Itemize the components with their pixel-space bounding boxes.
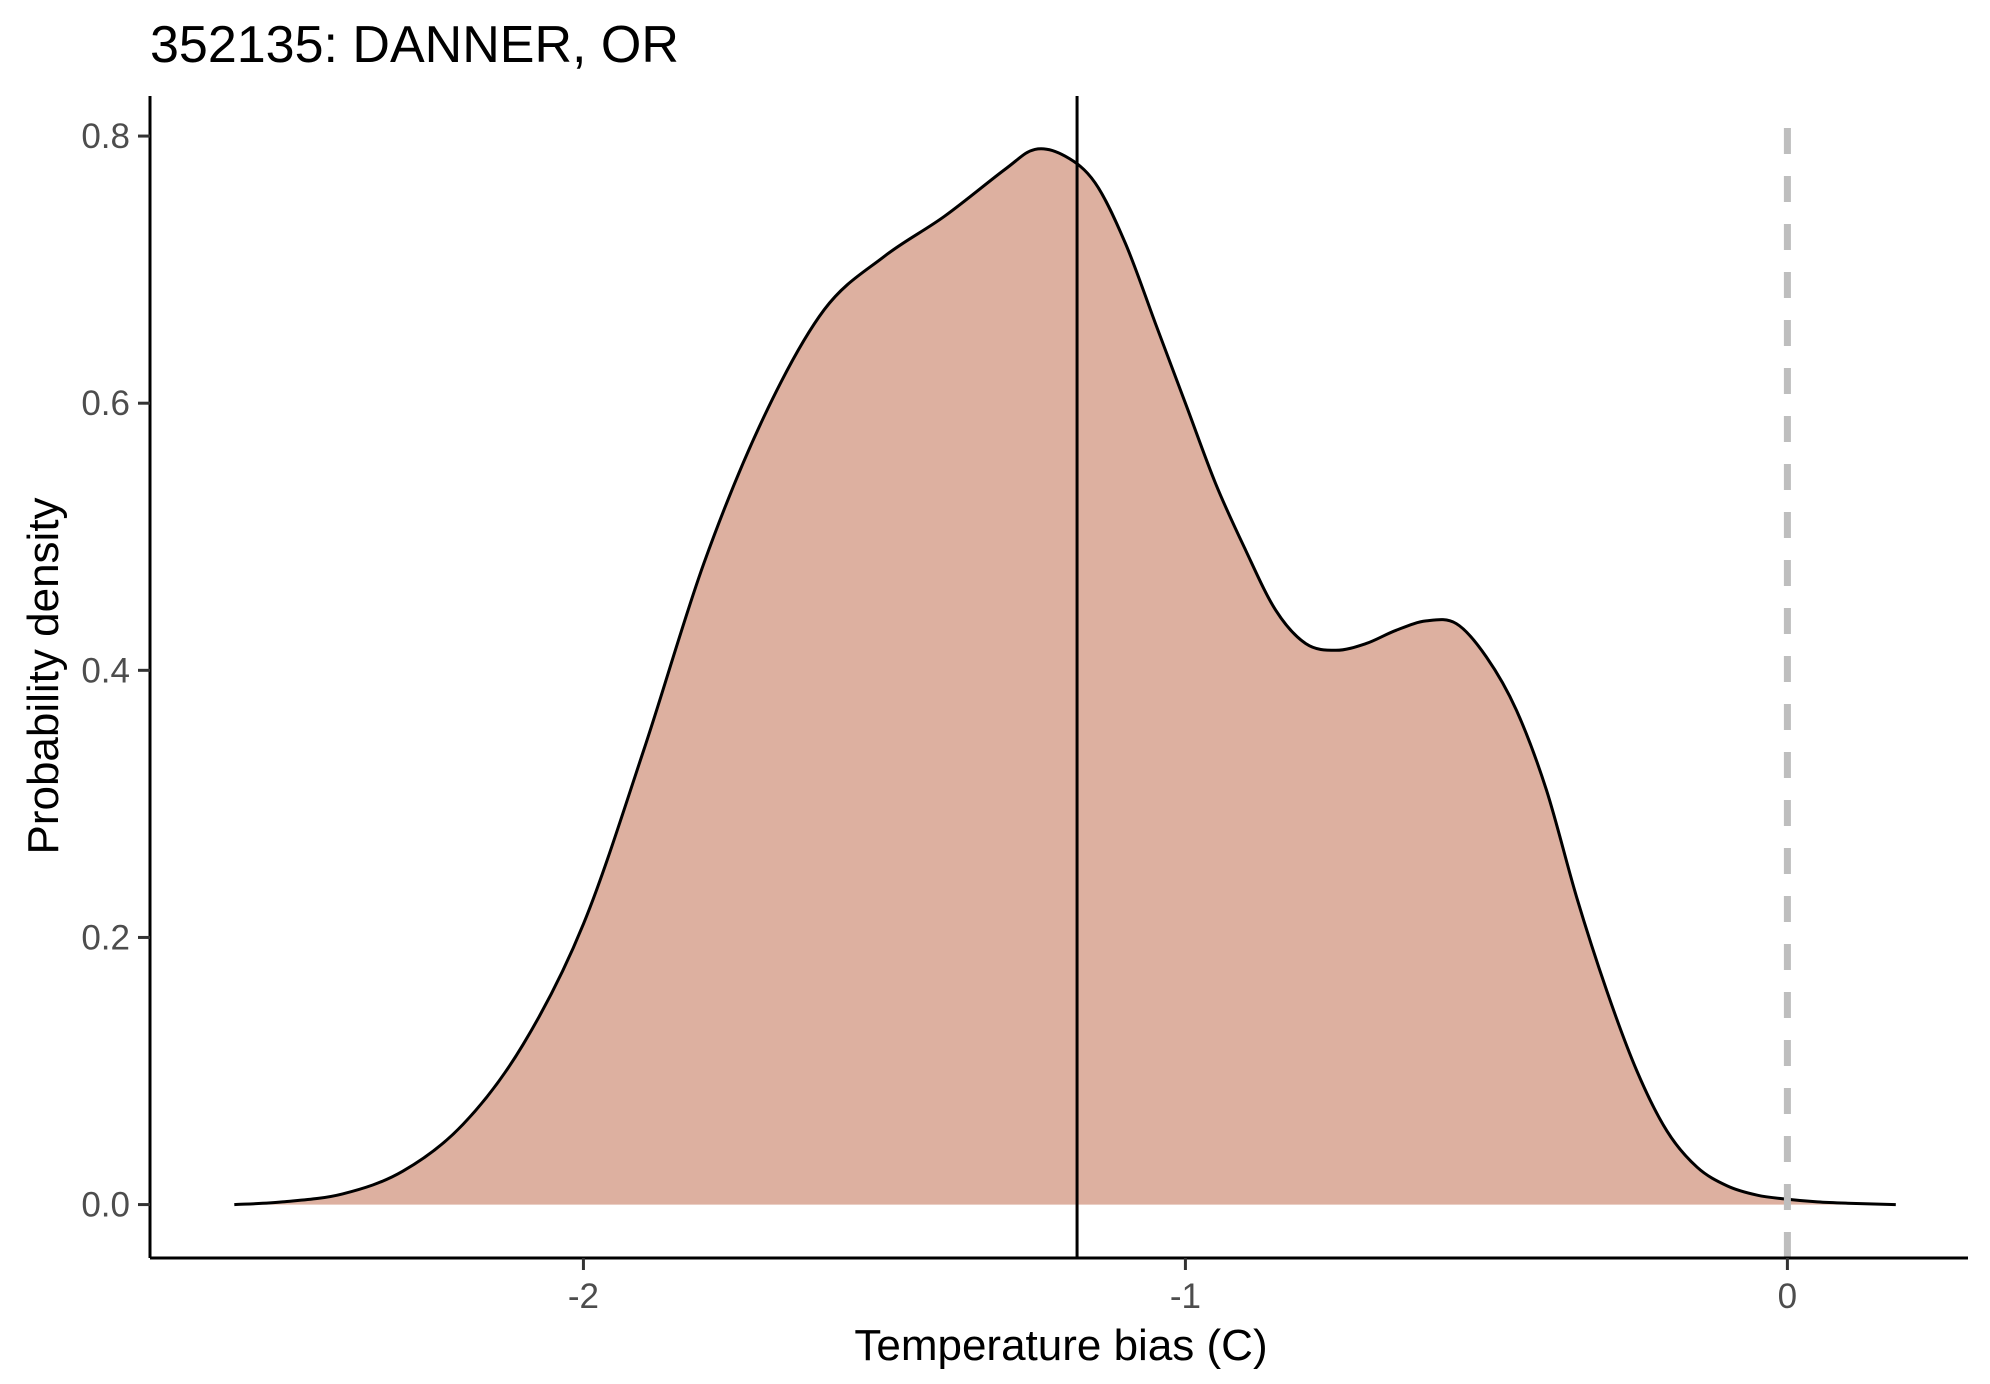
y-tick-label: 0.6: [81, 384, 130, 423]
y-tick-label: 0.2: [81, 918, 130, 957]
y-tick-label: 0.8: [81, 117, 130, 156]
x-tick-label: -1: [1170, 1277, 1201, 1316]
y-axis-title: Probability density: [19, 497, 68, 854]
y-tick-label: 0.4: [81, 651, 130, 690]
x-tick-label: 0: [1778, 1277, 1797, 1316]
x-tick-label: -2: [568, 1277, 599, 1316]
y-axis-ticks: 0.0 0.2 0.4 0.6 0.8: [81, 117, 150, 1225]
chart-title: 352135: DANNER, OR: [150, 16, 679, 74]
x-axis-ticks: -2 -1 0: [568, 1258, 1797, 1316]
density-curve: [234, 147, 1896, 1207]
x-axis-title: Temperature bias (C): [854, 1321, 1267, 1370]
axes: -2 -1 0 0.0 0.2 0.4 0.6 0.8: [81, 96, 1968, 1316]
reference-lines: [1075, 96, 1791, 1258]
plot-area: [234, 147, 1896, 1207]
y-tick-label: 0.0: [81, 1186, 130, 1225]
density-area: [234, 148, 1896, 1205]
